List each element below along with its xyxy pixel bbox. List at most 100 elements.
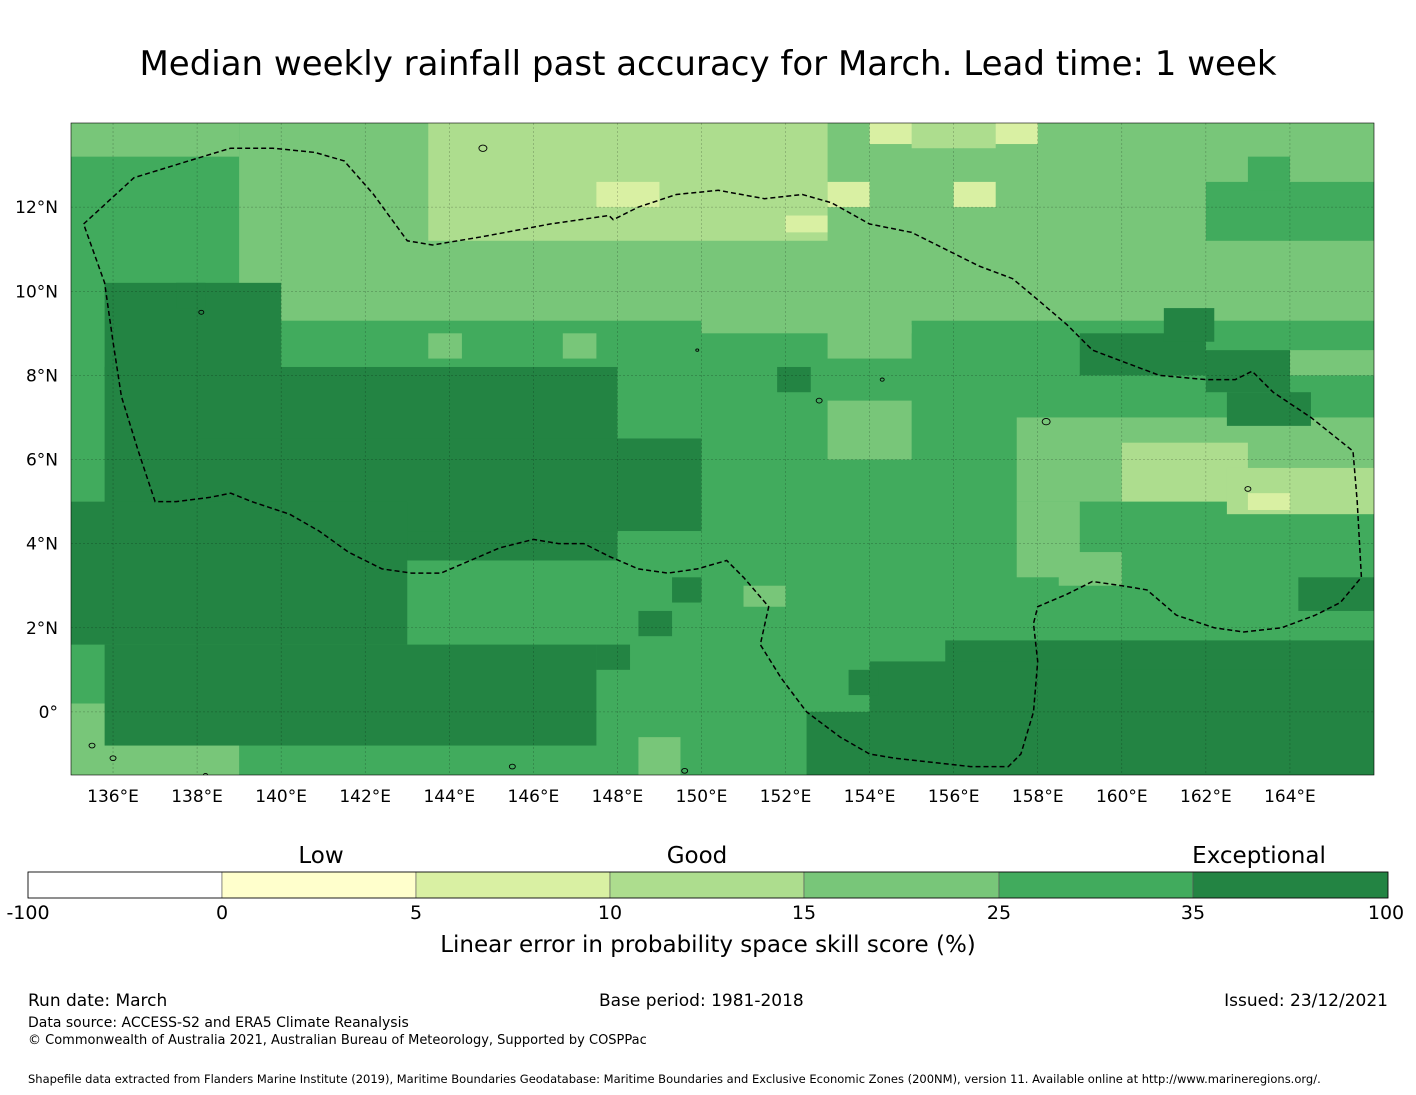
grid-cell [1298,577,1374,611]
copyright: © Commonwealth of Australia 2021, Austra… [28,1033,647,1048]
grid-cell [1226,392,1311,426]
shapefile-credit: Shapefile data extracted from Flanders M… [28,1072,1321,1086]
grid-cell [1289,350,1374,376]
island-outline [695,348,700,352]
grid-cell [638,610,673,637]
grid-cell [777,366,811,393]
grid-cell [911,123,996,149]
lat-tick-label: 10°N [15,282,58,302]
graticule [71,123,1374,775]
map-frame [70,122,1375,776]
lon-tick-label: 158°E [1012,787,1064,807]
island-outline [1041,418,1051,426]
colorbar-tick: 35 [1180,902,1206,924]
colorbar-swatch [1192,871,1389,899]
grid-cell [806,711,954,775]
grid-cell [672,577,702,603]
grid-cell [1205,181,1374,241]
eez-boundary [82,147,1363,768]
category-exceptional: Exceptional [1192,843,1326,869]
grid-cell [71,501,408,645]
colorbar [27,871,1389,899]
island-outline [478,144,488,152]
colorbar-tick: 5 [409,902,423,924]
lon-tick-label: 154°E [844,787,896,807]
grid-cell [827,181,870,208]
grid-cell [1205,350,1290,393]
lon-tick-label: 150°E [676,787,728,807]
grid-cell [848,669,879,696]
island-outline [1244,486,1252,492]
lon-tick-label: 160°E [1096,787,1148,807]
colorbar-swatch [221,871,417,899]
grid-cell [1037,640,1374,670]
lon-tick-label: 148°E [592,787,644,807]
category-low: Low [298,843,344,869]
grid-cell [562,333,597,359]
lon-tick-label: 138°E [171,787,223,807]
colorbar-swatch [609,871,805,899]
run-date: Run date: March [28,991,168,1011]
grid-cell [176,282,206,309]
grid-cell [1163,308,1215,342]
category-good: Good [666,843,728,869]
grid-cell [638,737,681,775]
latitude-labels: 12°N 10°N 8°N 6°N 4°N 2°N 0° [15,198,58,723]
grid-cell [1247,156,1290,191]
island-outline [203,772,208,775]
grid-cell [71,123,240,157]
grid-cell [953,181,996,208]
colorbar-swatch [998,871,1194,899]
lon-tick-label: 156°E [928,787,980,807]
data-source: Data source: ACCESS-S2 and ERA5 Climate … [28,1015,409,1031]
grid-cell [596,644,631,670]
lon-tick-label: 136°E [87,787,139,807]
grid-cell [1247,493,1290,510]
lon-tick-label: 144°E [423,787,475,807]
lat-tick-label: 2°N [26,619,58,639]
island-outline [198,309,205,315]
grid-cell [785,215,828,233]
skill-score-grid [71,123,1374,775]
lat-tick-label: 0° [39,703,58,723]
colorbar-label: Linear error in probability space skill … [440,932,976,958]
lon-tick-label: 140°E [255,787,307,807]
lon-tick-label: 152°E [760,787,812,807]
lon-tick-label: 142°E [339,787,391,807]
colorbar-swatch [415,871,611,899]
grid-cell [1058,552,1122,586]
colorbar-tick: -100 [6,902,50,924]
lat-tick-label: 8°N [26,366,58,386]
colorbar-tick: 15 [791,902,817,924]
island-outline [681,767,689,774]
grid-cell [428,333,462,359]
colorbar-swatch [27,871,223,899]
island-outline [879,377,885,382]
island-outline [88,742,96,749]
issued-date: Issued: 23/12/2021 [1224,991,1388,1011]
colorbar-tick: 25 [986,902,1012,924]
map-title: Median weekly rainfall past accuracy for… [139,44,1277,84]
colorbar-swatch [803,871,1000,899]
island-outline [815,397,823,404]
base-period: Base period: 1981-2018 [599,991,804,1011]
lon-tick-label: 162°E [1180,787,1232,807]
grid-cell [104,644,597,746]
lon-tick-label: 164°E [1264,787,1316,807]
lat-tick-label: 6°N [26,451,58,471]
lat-tick-label: 12°N [15,198,58,218]
island-outline [109,755,117,762]
colorbar-tick: 10 [597,902,623,924]
grid-cell [827,400,912,460]
colorbar-tick: 100 [1367,902,1405,924]
island-outline [508,763,516,770]
island-outlines [88,144,1252,775]
colorbar-tick: 0 [215,902,229,924]
grid-cell [743,585,786,607]
longitude-labels: 136°E 138°E 140°E 142°E 144°E 146°E 148°E 150°E… [87,787,1316,807]
lat-tick-label: 4°N [26,535,58,555]
grid-cell [827,324,912,359]
grid-cell [596,181,660,208]
lon-tick-label: 146°E [508,787,560,807]
